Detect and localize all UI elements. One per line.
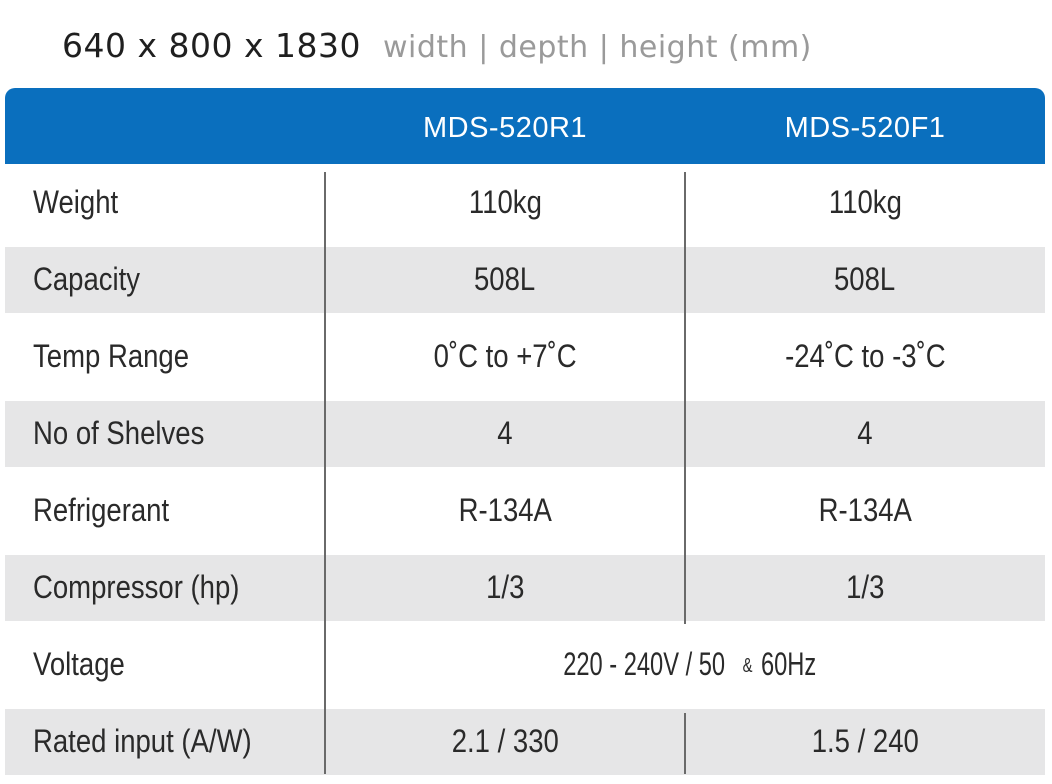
row-value-2: 1.5 / 240 bbox=[811, 723, 919, 759]
row-label: Capacity bbox=[33, 261, 141, 297]
row-label: Rated input (A/W) bbox=[33, 723, 252, 759]
dimensions-line: 640 x 800 x 1830 width | depth | height (… bbox=[62, 22, 812, 70]
spec-table: MDS-520R1 MDS-520F1 Weight 110kg 110kg C… bbox=[5, 88, 1045, 780]
row-value-1: 4 bbox=[497, 415, 513, 451]
row-value-1: 110kg bbox=[468, 184, 542, 220]
row-value-2: 4 bbox=[857, 415, 873, 451]
table-row-voltage: Voltage 220 - 240V / 50 & 60Hz bbox=[5, 626, 1045, 703]
row-value-2: -24˚C to -3˚C bbox=[784, 338, 946, 374]
row-value-1: 1/3 bbox=[485, 569, 525, 605]
row-value-combined: 220 - 240V / 50 & 60Hz bbox=[325, 626, 1045, 703]
row-label: Refrigerant bbox=[33, 492, 170, 528]
row-value-2: R-134A bbox=[818, 492, 912, 528]
table-row-rated-input: Rated input (A/W) 2.1 / 330 1.5 / 240 bbox=[5, 708, 1045, 775]
row-value-1: R-134A bbox=[458, 492, 552, 528]
table-row-shelves: No of Shelves 4 4 bbox=[5, 400, 1045, 467]
table-row-temp-range: Temp Range 0˚C to +7˚C -24˚C to -3˚C bbox=[5, 318, 1045, 395]
dimensions-value: 640 x 800 x 1830 bbox=[62, 26, 361, 65]
column-divider-right-upper bbox=[684, 172, 686, 624]
row-label: Temp Range bbox=[33, 338, 190, 374]
row-label: Weight bbox=[33, 184, 119, 220]
table-body: Weight 110kg 110kg Capacity 508L 508L Te… bbox=[5, 164, 1045, 775]
row-label: Compressor (hp) bbox=[33, 569, 240, 605]
model-header-2: MDS-520F1 bbox=[784, 112, 946, 144]
table-header: MDS-520R1 MDS-520F1 bbox=[5, 88, 1045, 164]
table-row-refrigerant: Refrigerant R-134A R-134A bbox=[5, 472, 1045, 549]
table-row-weight: Weight 110kg 110kg bbox=[5, 164, 1045, 241]
row-label: No of Shelves bbox=[33, 415, 205, 451]
row-value-2: 1/3 bbox=[845, 569, 885, 605]
row-value-1: 0˚C to +7˚C bbox=[433, 338, 577, 374]
table-row-capacity: Capacity 508L 508L bbox=[5, 246, 1045, 313]
row-value-1: 2.1 / 330 bbox=[451, 723, 559, 759]
column-divider-right-lower bbox=[684, 713, 686, 774]
ampersand: & bbox=[742, 655, 752, 678]
row-value-2: 110kg bbox=[828, 184, 902, 220]
row-value-1: 508L bbox=[474, 261, 536, 297]
row-label: Voltage bbox=[33, 646, 125, 682]
voltage-range: 220 - 240V / 50 bbox=[562, 646, 725, 682]
column-divider-left bbox=[324, 172, 326, 774]
row-value-2: 508L bbox=[834, 261, 896, 297]
table-row-compressor: Compressor (hp) 1/3 1/3 bbox=[5, 554, 1045, 621]
voltage-frequency: 60Hz bbox=[760, 646, 816, 682]
dimensions-caption: width | depth | height (mm) bbox=[382, 30, 812, 65]
model-header-1: MDS-520R1 bbox=[422, 112, 588, 144]
